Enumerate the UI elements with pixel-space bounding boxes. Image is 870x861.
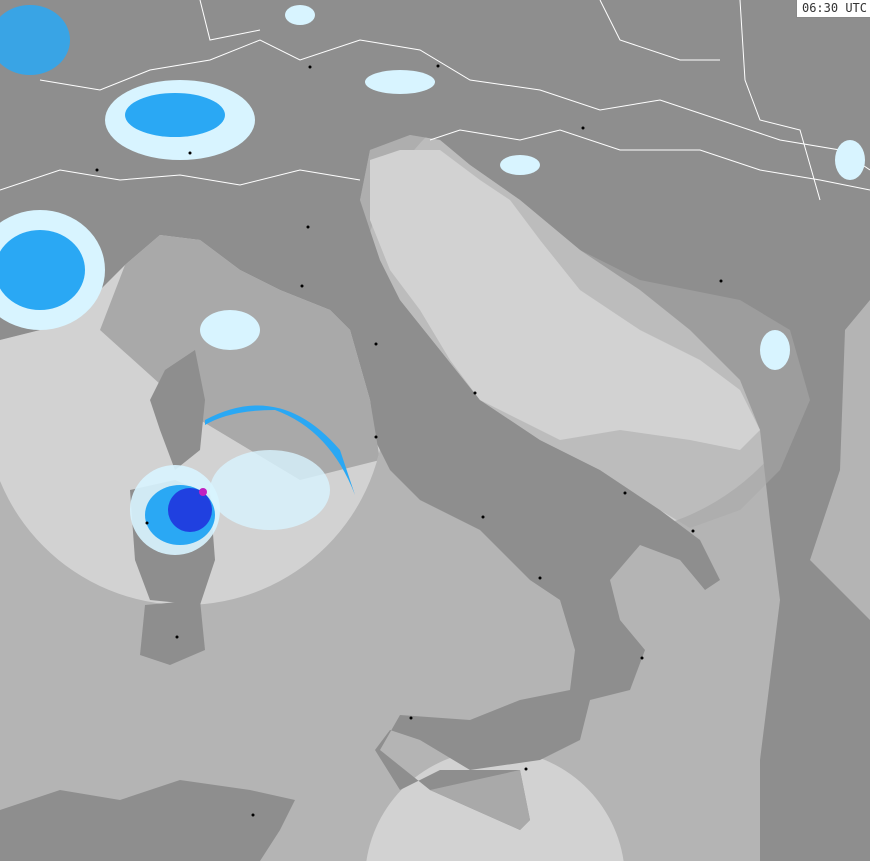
country-borders xyxy=(0,0,870,201)
adriatic-sea xyxy=(370,150,760,450)
timestamp-label: 06:30 UTC xyxy=(795,0,870,18)
precipitation xyxy=(0,5,865,555)
cities xyxy=(95,64,723,817)
